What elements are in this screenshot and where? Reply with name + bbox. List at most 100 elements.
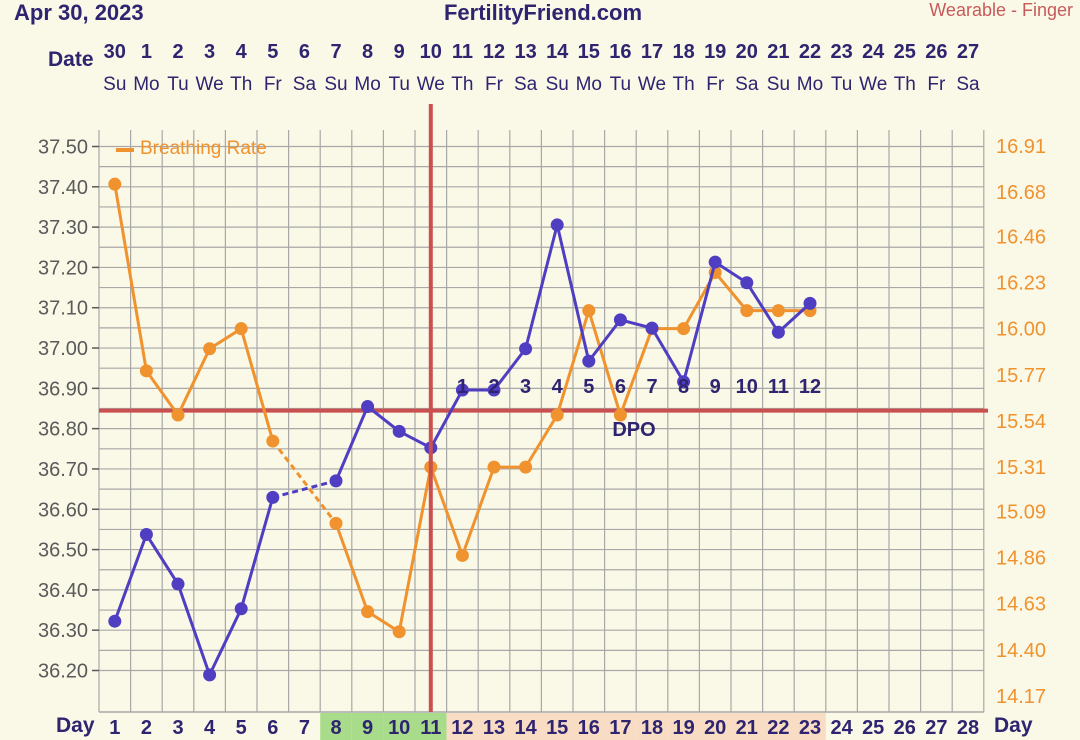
day-tick-label: 6 [267, 717, 278, 739]
temperature-point[interactable] [645, 321, 659, 335]
day-cell-highlight [762, 713, 795, 740]
temperature-point[interactable] [519, 342, 533, 356]
breathing-rate-point[interactable] [108, 177, 122, 191]
day-tick-label: 17 [609, 717, 631, 739]
temperature-line-segment [272, 479, 337, 499]
breathing-rate-point[interactable] [455, 548, 469, 562]
temperature-point[interactable] [740, 276, 754, 290]
day-tick-label: 8 [330, 717, 341, 739]
date-tick-label: 17 [641, 41, 663, 63]
weekday-tick-label: Mo [133, 74, 159, 95]
day-tick-label: 15 [546, 717, 568, 739]
date-tick-label: 12 [483, 41, 505, 63]
breathing-rate-point[interactable] [613, 408, 627, 422]
day-cell-highlight [351, 713, 384, 740]
day-tick-label: 5 [236, 717, 247, 739]
breathing-rate-point[interactable] [234, 322, 248, 336]
breathing-rate-point[interactable] [550, 408, 564, 422]
date-tick-label: 21 [767, 41, 789, 63]
weekday-tick-label: Tu [167, 74, 188, 95]
breathing-rate-point[interactable] [203, 342, 217, 356]
breathing-rate-point[interactable] [392, 625, 406, 639]
date-tick-label: 6 [299, 41, 310, 63]
temperature-point[interactable] [392, 424, 406, 438]
temperature-point[interactable] [708, 255, 722, 269]
day-cell-highlight [415, 713, 447, 740]
y-right-tick-label: 15.77 [996, 365, 1046, 387]
weekday-tick-label: Sa [735, 74, 759, 95]
date-tick-label: 22 [799, 41, 821, 63]
dpo-number: 7 [646, 376, 657, 398]
breathing-rate-point[interactable] [266, 434, 280, 448]
temperature-point[interactable] [171, 577, 185, 591]
temperature-point[interactable] [550, 218, 564, 232]
breathing-rate-line-segment [714, 271, 748, 312]
breathing-rate-point[interactable] [582, 304, 596, 318]
breathing-rate-point[interactable] [139, 364, 153, 378]
data-source-label: Wearable - Finger [929, 0, 1073, 20]
temperature-point[interactable] [139, 528, 153, 542]
y-left-tick-label: 36.60 [38, 499, 88, 521]
dpo-number: 4 [552, 376, 564, 398]
breathing-rate-point[interactable] [361, 605, 375, 619]
temperature-point[interactable] [361, 400, 375, 414]
breathing-rate-point[interactable] [487, 460, 501, 474]
temperature-point[interactable] [677, 375, 691, 389]
breathing-rate-point[interactable] [519, 460, 533, 474]
date-tick-label: 20 [736, 41, 758, 63]
temperature-point[interactable] [455, 383, 469, 397]
y-right-tick-label: 14.40 [996, 640, 1046, 662]
day-tick-label: 26 [894, 717, 916, 739]
temperature-point[interactable] [266, 490, 280, 504]
weekday-tick-label: Su [767, 74, 790, 95]
temperature-point[interactable] [234, 602, 248, 616]
weekday-tick-label: Sa [514, 74, 538, 95]
temperature-point[interactable] [487, 383, 501, 397]
temperature-point[interactable] [803, 296, 817, 310]
site-name[interactable]: FertilityFriend.com [444, 0, 642, 25]
temperature-line-segment [429, 389, 464, 449]
weekday-tick-label: Th [451, 74, 473, 95]
day-cell-highlight [731, 713, 763, 740]
breathing-rate-point[interactable] [171, 408, 185, 422]
date-tick-label: 25 [894, 41, 916, 63]
chart-date: Apr 30, 2023 [14, 0, 144, 25]
y-left-tick-label: 36.40 [38, 580, 88, 602]
breathing-rate-point[interactable] [329, 516, 343, 530]
y-left-tick-label: 36.70 [38, 459, 88, 481]
breathing-rate-point[interactable] [677, 322, 691, 336]
day-tick-label: 16 [578, 717, 600, 739]
day-tick-label: 24 [830, 717, 853, 739]
date-tick-label: 5 [267, 41, 278, 63]
breathing-rate-line-segment [113, 183, 148, 372]
temperature-line-segment [492, 347, 527, 391]
temperature-point[interactable] [582, 354, 596, 368]
weekday-tick-label: Mo [354, 74, 380, 95]
weekday-tick-label: Tu [831, 74, 852, 95]
day-tick-label: 12 [451, 717, 473, 739]
y-left-tick-label: 37.20 [38, 257, 88, 279]
temperature-point[interactable] [771, 325, 785, 339]
breathing-rate-point[interactable] [740, 304, 754, 318]
temperature-line-segment [176, 583, 212, 676]
temperature-point[interactable] [203, 668, 217, 682]
weekday-tick-label: Su [103, 74, 126, 95]
temperature-line-segment [650, 327, 685, 383]
y-right-tick-label: 15.09 [996, 501, 1046, 523]
breathing-rate-line-segment [460, 466, 496, 556]
temperature-point[interactable] [613, 313, 627, 327]
date-tick-label: 26 [925, 41, 947, 63]
day-tick-label: 4 [204, 717, 216, 739]
dpo-number: 11 [768, 376, 789, 398]
y-right-tick-label: 16.46 [996, 226, 1046, 248]
weekday-tick-label: Th [894, 74, 916, 95]
day-cell-highlight [320, 713, 352, 740]
date-tick-label: 1 [141, 41, 152, 63]
weekday-tick-label: Tu [388, 74, 409, 95]
y-left-tick-label: 36.50 [38, 540, 88, 562]
breathing-rate-point[interactable] [771, 304, 785, 318]
date-tick-label: 18 [672, 41, 694, 63]
temperature-point[interactable] [329, 474, 343, 488]
day-tick-label: 9 [362, 717, 373, 739]
temperature-point[interactable] [108, 614, 122, 628]
